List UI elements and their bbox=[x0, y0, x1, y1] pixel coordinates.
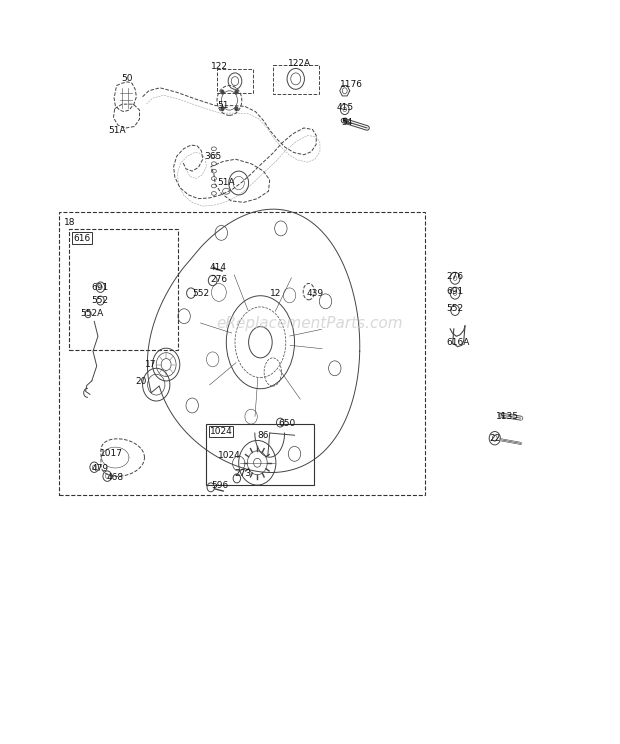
Circle shape bbox=[234, 106, 238, 111]
Text: 86: 86 bbox=[257, 432, 269, 440]
Text: 276: 276 bbox=[211, 275, 228, 284]
Text: 691: 691 bbox=[446, 287, 464, 296]
Text: 1024: 1024 bbox=[218, 451, 241, 460]
Circle shape bbox=[221, 90, 224, 94]
Text: 616: 616 bbox=[73, 234, 91, 243]
Text: 552: 552 bbox=[192, 289, 210, 298]
Text: 1135: 1135 bbox=[496, 412, 519, 421]
Text: 51: 51 bbox=[217, 101, 229, 110]
Text: 552A: 552A bbox=[81, 310, 104, 318]
Text: 1024: 1024 bbox=[210, 427, 232, 436]
Text: 18: 18 bbox=[64, 218, 76, 227]
Text: 468: 468 bbox=[107, 473, 124, 482]
Circle shape bbox=[343, 118, 348, 124]
Text: 276: 276 bbox=[446, 272, 464, 281]
Text: 20: 20 bbox=[135, 377, 146, 386]
Text: 479: 479 bbox=[92, 464, 109, 473]
Text: 596: 596 bbox=[211, 481, 228, 490]
Text: 122A: 122A bbox=[288, 60, 311, 68]
Circle shape bbox=[221, 106, 224, 111]
Text: 1176: 1176 bbox=[340, 80, 363, 89]
Text: 51A: 51A bbox=[108, 126, 126, 135]
Text: 22: 22 bbox=[490, 434, 501, 443]
Text: 552: 552 bbox=[446, 304, 464, 312]
Text: eReplacementParts.com: eReplacementParts.com bbox=[216, 316, 404, 331]
Text: 439: 439 bbox=[306, 289, 324, 298]
Text: 50: 50 bbox=[121, 74, 133, 83]
Text: 414: 414 bbox=[210, 263, 226, 272]
Text: 415: 415 bbox=[337, 103, 354, 112]
Text: 616A: 616A bbox=[446, 338, 470, 347]
Circle shape bbox=[234, 90, 238, 94]
Text: 552: 552 bbox=[92, 296, 109, 305]
Text: 54: 54 bbox=[341, 118, 352, 126]
Text: 650: 650 bbox=[278, 419, 296, 428]
Text: 691: 691 bbox=[92, 283, 109, 292]
Text: 122: 122 bbox=[211, 62, 228, 71]
Text: 273: 273 bbox=[234, 469, 252, 478]
Text: 1017: 1017 bbox=[100, 449, 123, 458]
Text: 365: 365 bbox=[205, 152, 222, 161]
Text: 12: 12 bbox=[270, 289, 281, 298]
Text: 17: 17 bbox=[145, 360, 157, 369]
Text: 51A: 51A bbox=[217, 178, 234, 187]
